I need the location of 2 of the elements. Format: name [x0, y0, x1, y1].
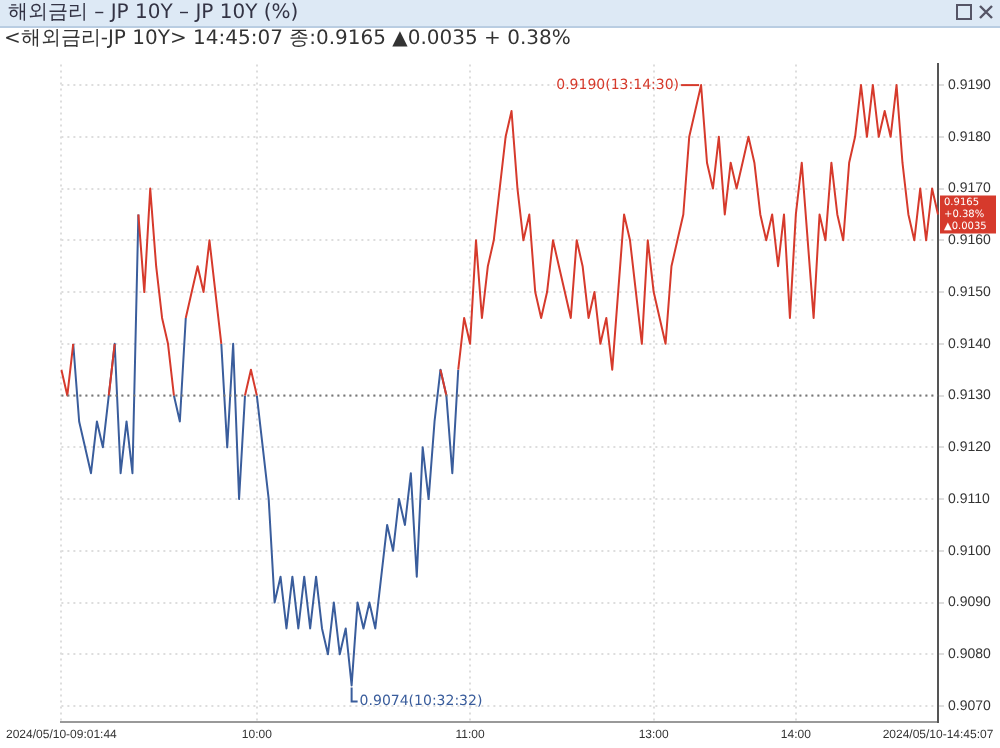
chart-title: 해외금리 – JP 10Y – JP 10Y (%) — [8, 2, 299, 24]
chart-subtitle: <해외금리-JP 10Y> 14:45:07 종:0.9165 ▲0.0035 + 0.38% — [2, 28, 573, 52]
